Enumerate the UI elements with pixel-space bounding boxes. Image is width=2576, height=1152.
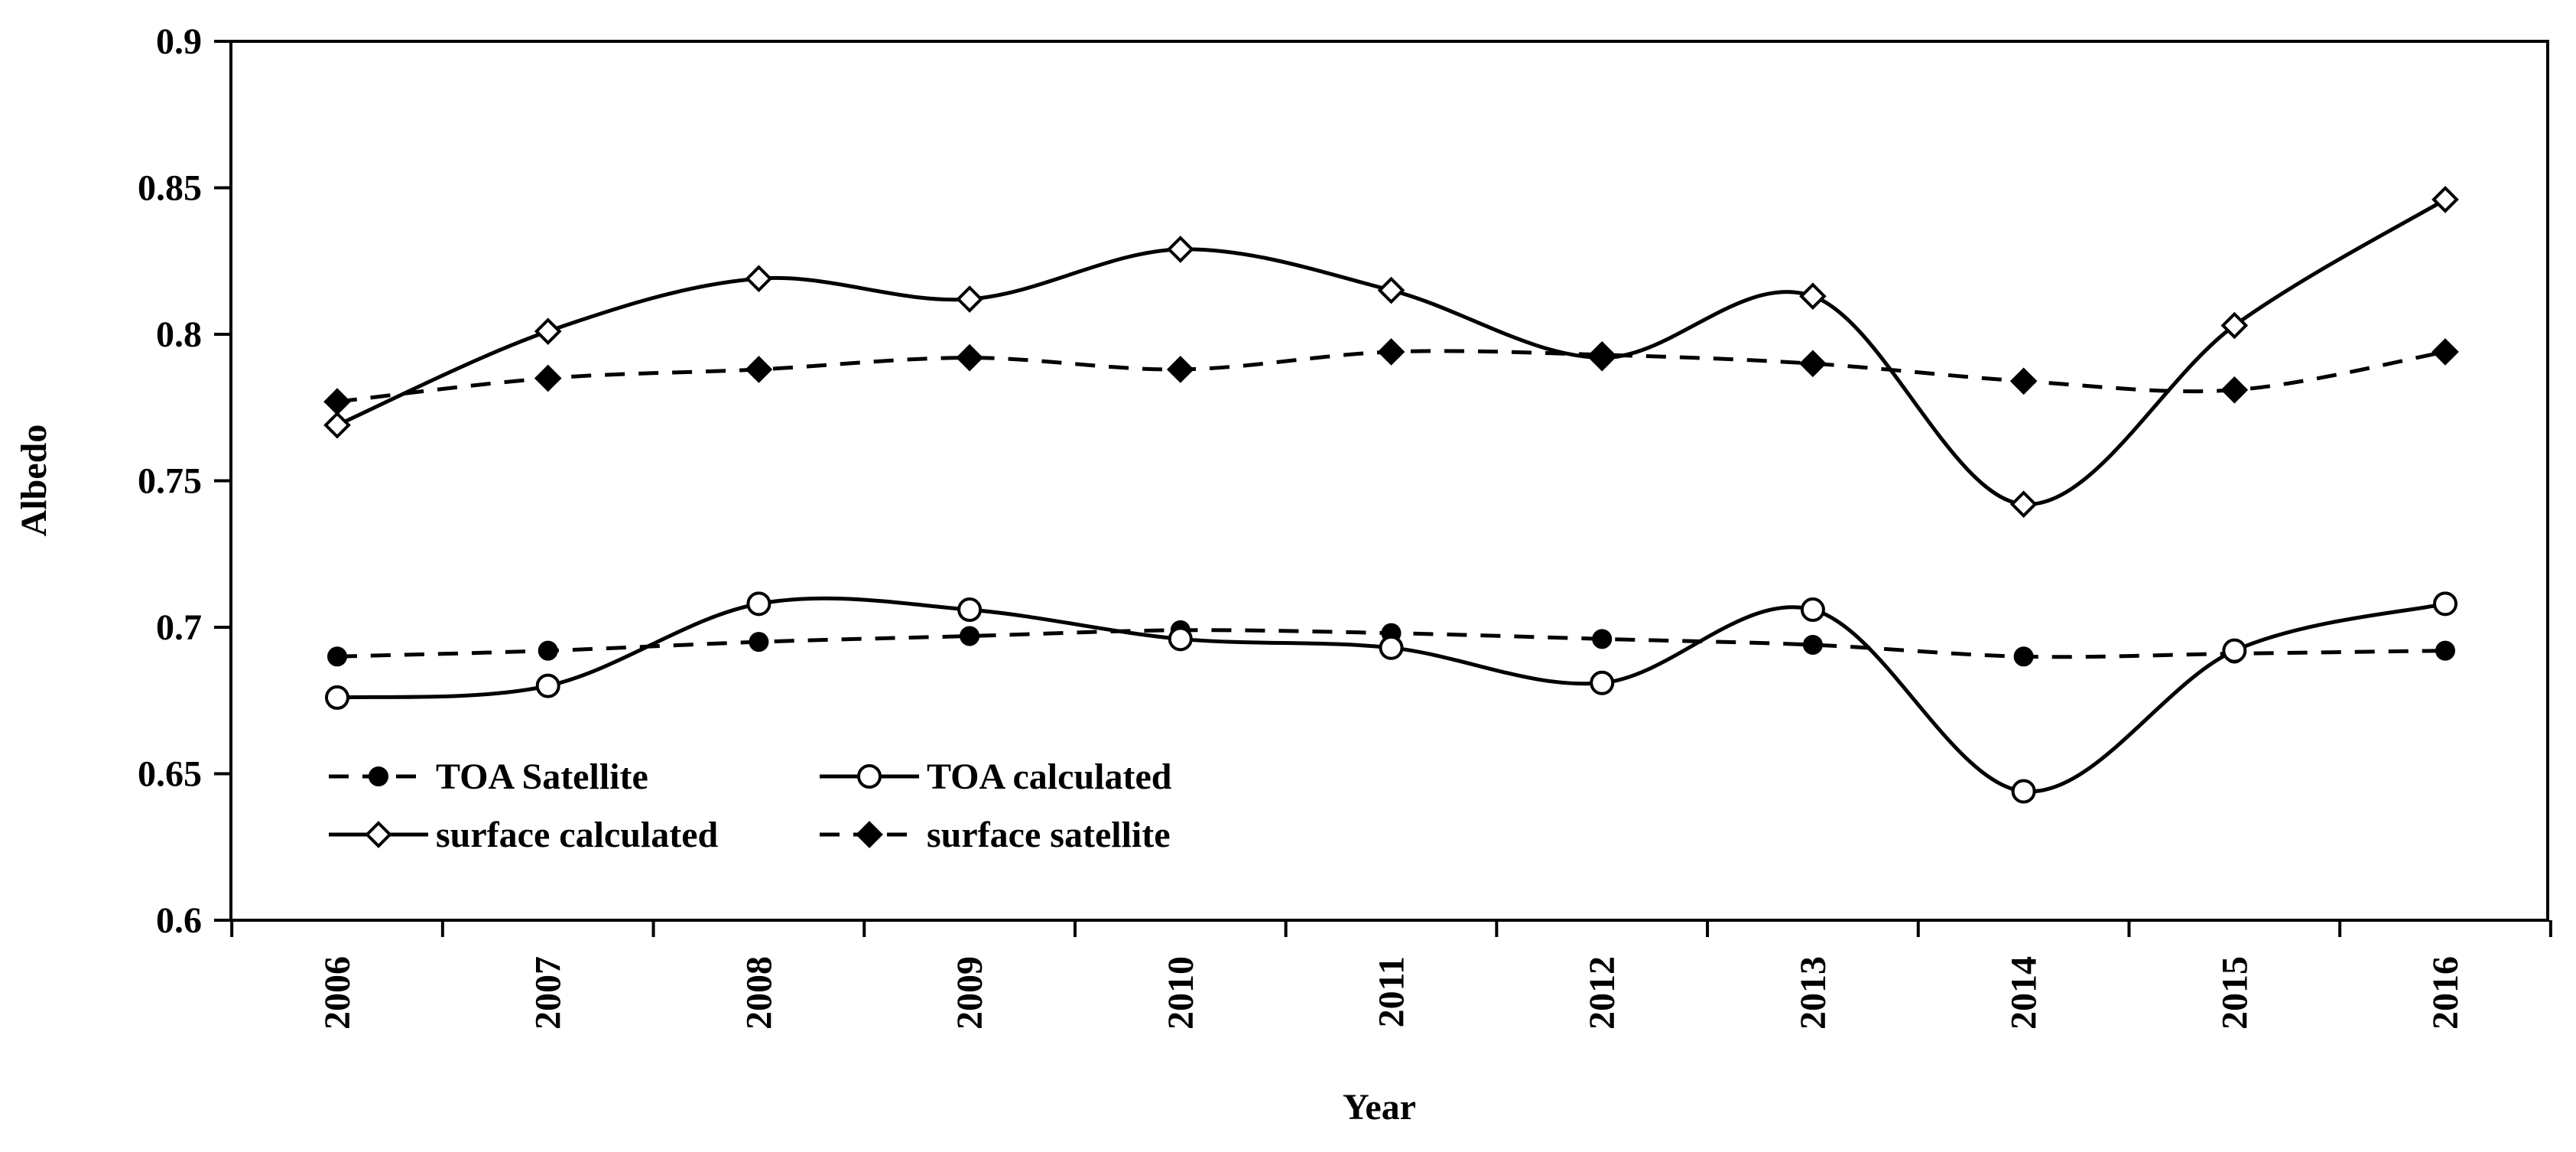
legend-item-toa-calculated: TOA calculated bbox=[820, 757, 1172, 797]
point-surface-satellite-2012 bbox=[1588, 340, 1616, 369]
legend-swatch-marker bbox=[365, 821, 392, 848]
point-surface-satellite-2010 bbox=[1166, 356, 1194, 383]
point-surface-calculated-2016 bbox=[2431, 185, 2459, 213]
point-toa-satellite-2016 bbox=[2435, 640, 2455, 661]
legend-item-surface-calculated: surface calculated bbox=[329, 815, 719, 855]
point-surface-calculated-2011 bbox=[1377, 276, 1405, 304]
series-line-toa-calculated bbox=[336, 596, 2446, 794]
point-toa-calculated-2010 bbox=[1168, 626, 1193, 652]
point-toa-satellite-2009 bbox=[960, 626, 980, 646]
x-tick-label: 2006 bbox=[317, 956, 358, 1030]
legend-label: surface calculated bbox=[436, 815, 719, 855]
legend-item-surface-satellite: surface satellite bbox=[820, 815, 1171, 855]
x-tick-label: 2011 bbox=[1372, 956, 1412, 1027]
point-toa-satellite-2008 bbox=[749, 632, 769, 652]
legend-swatch-marker bbox=[369, 766, 388, 786]
point-surface-satellite-2015 bbox=[2220, 376, 2249, 404]
x-tick-label: 2015 bbox=[2214, 956, 2255, 1030]
x-axis-ticks: 2006 2007 2008 2009 2010 2011 2012 2013 2014 2015… bbox=[230, 920, 2552, 1030]
x-tick-label: 2012 bbox=[1582, 956, 1623, 1030]
point-surface-calculated-2013 bbox=[1799, 282, 1827, 311]
point-surface-calculated-2010 bbox=[1166, 236, 1194, 263]
point-surface-satellite-2016 bbox=[2431, 338, 2459, 366]
y-tick-label: 0.9 bbox=[156, 21, 202, 62]
point-toa-calculated-2008 bbox=[746, 591, 772, 617]
x-tick-label: 2013 bbox=[1793, 956, 1834, 1030]
x-tick-label: 2010 bbox=[1161, 956, 1201, 1030]
y-axis-ticks: 0.6 0.65 0.7 0.75 0.8 0.85 0.9 bbox=[138, 21, 231, 941]
point-surface-satellite-2014 bbox=[2009, 367, 2038, 395]
y-tick-label: 0.8 bbox=[156, 314, 202, 355]
x-axis-title: Year bbox=[1343, 1087, 1416, 1128]
series-layer bbox=[323, 185, 2459, 804]
point-surface-satellite-2013 bbox=[1799, 350, 1827, 378]
y-tick-label: 0.75 bbox=[138, 461, 202, 502]
legend-label: TOA calculated bbox=[927, 757, 1172, 797]
point-toa-calculated-2009 bbox=[957, 597, 983, 623]
legend-label: surface satellite bbox=[927, 815, 1171, 855]
y-tick-label: 0.7 bbox=[156, 607, 202, 648]
point-surface-satellite-2006 bbox=[323, 388, 351, 415]
legend-swatch-marker bbox=[857, 764, 882, 789]
legend: TOA Satellite TOA calculated surface calcu… bbox=[329, 757, 1172, 855]
point-surface-calculated-2008 bbox=[745, 265, 773, 293]
x-tick-label: 2007 bbox=[528, 956, 569, 1030]
point-toa-satellite-2014 bbox=[2013, 646, 2034, 667]
y-tick-label: 0.6 bbox=[156, 900, 202, 941]
x-tick-label: 2008 bbox=[739, 956, 779, 1030]
point-toa-calculated-2011 bbox=[1379, 635, 1404, 660]
x-tick-label: 2009 bbox=[950, 956, 990, 1030]
point-toa-satellite-2012 bbox=[1592, 629, 1613, 649]
point-toa-satellite-2007 bbox=[538, 640, 558, 661]
legend-label: TOA Satellite bbox=[436, 757, 648, 797]
point-toa-calculated-2012 bbox=[1590, 670, 1615, 695]
y-axis-title: Albedo bbox=[14, 425, 54, 537]
series-line-surface-calculated bbox=[336, 197, 2447, 506]
point-surface-calculated-2007 bbox=[534, 317, 562, 345]
y-tick-label: 0.85 bbox=[138, 168, 202, 209]
point-toa-calculated-2016 bbox=[2433, 591, 2457, 617]
point-surface-satellite-2008 bbox=[745, 356, 773, 383]
point-surface-calculated-2015 bbox=[2220, 311, 2249, 340]
series-toa-calculated bbox=[325, 591, 2457, 804]
point-toa-calculated-2007 bbox=[535, 673, 560, 698]
x-tick-label: 2016 bbox=[2425, 956, 2466, 1030]
point-surface-satellite-2009 bbox=[956, 343, 983, 372]
y-tick-label: 0.65 bbox=[138, 754, 202, 795]
point-surface-satellite-2007 bbox=[534, 364, 562, 392]
point-surface-satellite-2011 bbox=[1377, 338, 1405, 366]
point-toa-satellite-2013 bbox=[1802, 634, 1823, 655]
point-toa-calculated-2014 bbox=[2011, 779, 2036, 804]
legend-swatch-marker bbox=[856, 821, 883, 848]
point-toa-calculated-2015 bbox=[2222, 638, 2247, 663]
series-surface-satellite bbox=[323, 338, 2459, 415]
point-toa-satellite-2006 bbox=[327, 646, 347, 667]
point-surface-calculated-2009 bbox=[956, 285, 983, 313]
point-surface-calculated-2006 bbox=[323, 411, 351, 439]
point-toa-calculated-2013 bbox=[1800, 597, 1825, 623]
point-toa-calculated-2006 bbox=[325, 685, 349, 710]
series-surface-calculated bbox=[323, 185, 2459, 518]
x-tick-label: 2014 bbox=[2004, 956, 2045, 1030]
point-surface-calculated-2014 bbox=[2009, 490, 2038, 518]
legend-item-toa-satellite: TOA Satellite bbox=[329, 757, 648, 797]
